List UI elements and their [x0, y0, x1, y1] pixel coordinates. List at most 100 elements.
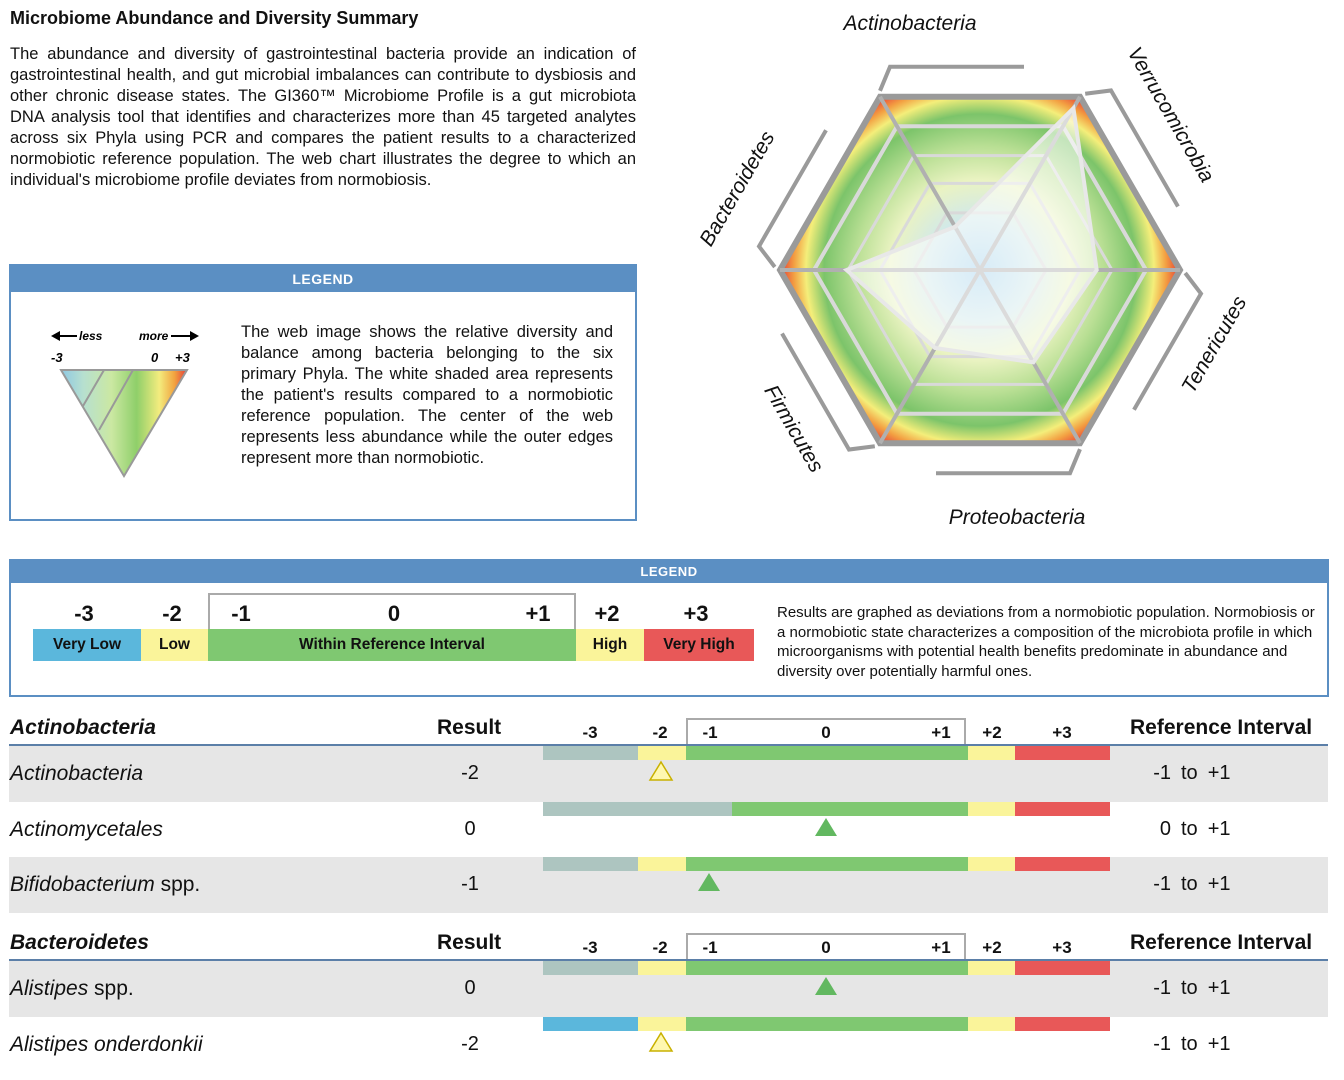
scale-legend-box: LEGEND -3 -2 -1 0 +1 +2 +3 Very Low Low …: [9, 559, 1329, 697]
result-value: -2: [461, 1032, 479, 1055]
scale-num: +2: [594, 601, 620, 626]
analyte-name-italic: Bifidobacterium: [10, 873, 155, 896]
scale-num: +3: [683, 601, 709, 626]
very-high-segment: [1015, 801, 1110, 816]
reference-to: to: [1181, 1032, 1198, 1055]
reference-interval: -1 to +1: [1139, 977, 1231, 1000]
web-legend-text: The web image shows the relative diversi…: [241, 323, 613, 467]
high-segment: [968, 961, 1015, 975]
more-label: more: [139, 329, 169, 343]
analyte-name-italic: Actinomycetales: [10, 817, 163, 841]
tick-label: -3: [582, 723, 598, 742]
low-segment: [638, 857, 686, 871]
analyte-name-suffix: spp.: [88, 977, 134, 1000]
analyte-name: Bifidobacterium spp.: [10, 873, 200, 897]
scale-num: -1: [231, 601, 251, 626]
legend-triangle-graphic: less more -3 0 +3: [51, 329, 199, 478]
scale-num: 0: [387, 601, 401, 626]
result-header: Result: [437, 931, 502, 954]
reference-low: 0: [1159, 817, 1171, 840]
within-reference-swatch: Within Reference Interval: [208, 629, 576, 661]
tick-label: -2: [652, 723, 668, 742]
legend2-header: LEGEND: [11, 561, 1327, 583]
analyte-name-italic: Alistipes: [10, 977, 89, 1000]
web-chart: Actinobacteria Verrucomicrobia Tenericutes…: [695, 12, 1251, 529]
reference-to: to: [1181, 977, 1198, 999]
analyte-name-suffix: spp.: [154, 873, 201, 896]
tick-label: +3: [1052, 938, 1072, 957]
very-high-segment: [1015, 961, 1110, 975]
very-low-segment: [543, 961, 638, 975]
web-axis-bracket: [878, 64, 1024, 92]
legend-mid-label: 0: [151, 350, 159, 365]
result-marker: [815, 977, 837, 995]
web-axis-bracket: [936, 448, 1082, 476]
reference-bracket: [208, 593, 576, 629]
very-high-segment: [1015, 857, 1110, 871]
result-value: 0: [464, 977, 476, 999]
very-low-segment: [543, 1016, 638, 1031]
scale-legend-text: Results are graphed as deviations from a…: [777, 604, 1315, 680]
analyte-name-italic: Alistipes onderdonkii: [10, 1032, 203, 1056]
analyte-name: Actinomycetales: [10, 818, 163, 842]
reference-segment: [686, 1016, 968, 1031]
very-high-segment: [1015, 1016, 1110, 1031]
reference-interval: 0 to +1: [1139, 818, 1231, 841]
reference-high: +1: [1207, 977, 1231, 999]
reference-to: to: [1181, 873, 1198, 895]
low-segment: [638, 961, 686, 975]
reference-header: Reference Interval: [1130, 931, 1313, 954]
result-marker: [815, 817, 837, 836]
tick-label: 0: [821, 938, 831, 957]
section-divider: [9, 959, 1328, 961]
patient-result-polygon: [842, 103, 1099, 365]
intro-paragraph: The abundance and diversity of gastroint…: [10, 45, 636, 189]
tick-label: +1: [931, 938, 951, 957]
web-axis-label: Tenericutes: [1177, 292, 1251, 397]
table-row: Alistipes onderdonkii -2 -1 to +1: [9, 1016, 1328, 1073]
tick-label: +2: [982, 723, 1002, 742]
very-low-swatch: Very Low: [33, 629, 141, 661]
scale-num: -2: [162, 601, 182, 626]
very-low-segment: [543, 801, 732, 816]
result-marker-outline: [648, 760, 674, 781]
result-value: 0: [464, 817, 476, 840]
table-row: Alistipes spp. 0 -1 to +1: [9, 961, 1328, 1017]
very-low-segment: [543, 857, 638, 871]
web-axis-bracket: [1084, 88, 1180, 208]
result-value: -1: [461, 873, 479, 895]
very-high-segment: [1015, 746, 1110, 760]
reference-segment: [686, 857, 968, 871]
web-axis-label: Actinobacteria: [841, 12, 976, 35]
analyte-name: Alistipes spp.: [10, 977, 134, 1001]
reference-low: -1: [1153, 873, 1171, 895]
very-low-segment: [543, 746, 638, 760]
reference-low: -1: [1153, 762, 1171, 784]
reference-bracket: [686, 933, 966, 960]
section-title: Bacteroidetes: [10, 931, 149, 954]
web-axis-label: Verrucomicrobia: [1123, 43, 1219, 186]
high-segment: [968, 801, 1015, 816]
web-axis-label: Proteobacteria: [949, 506, 1086, 529]
section-title: Actinobacteria: [10, 716, 156, 739]
tick-label: 0: [821, 723, 831, 742]
legend-header: LEGEND: [11, 266, 635, 292]
reference-high: +1: [1207, 762, 1231, 784]
result-value: -2: [461, 762, 479, 784]
section-divider: [9, 744, 1328, 746]
reference-header: Reference Interval: [1130, 716, 1313, 739]
less-label: less: [79, 329, 103, 343]
analyte-name: Alistipes onderdonkii: [10, 1033, 203, 1057]
reference-segment: [732, 801, 968, 816]
analyte-name-italic: Actinobacteria: [10, 762, 144, 785]
reference-high: +1: [1207, 1032, 1231, 1055]
table-row: Bifidobacterium spp. -1 -1 to +1: [9, 857, 1328, 913]
tick-label: +3: [1052, 723, 1072, 742]
reference-bracket: [686, 718, 966, 745]
legend-min-label: -3: [51, 350, 63, 365]
tick-label: -1: [702, 723, 718, 742]
reference-high: +1: [1207, 873, 1231, 895]
page-title: Microbiome Abundance and Diversity Summa…: [10, 8, 419, 28]
reference-interval: -1 to +1: [1139, 762, 1231, 785]
high-segment: [968, 1016, 1015, 1031]
